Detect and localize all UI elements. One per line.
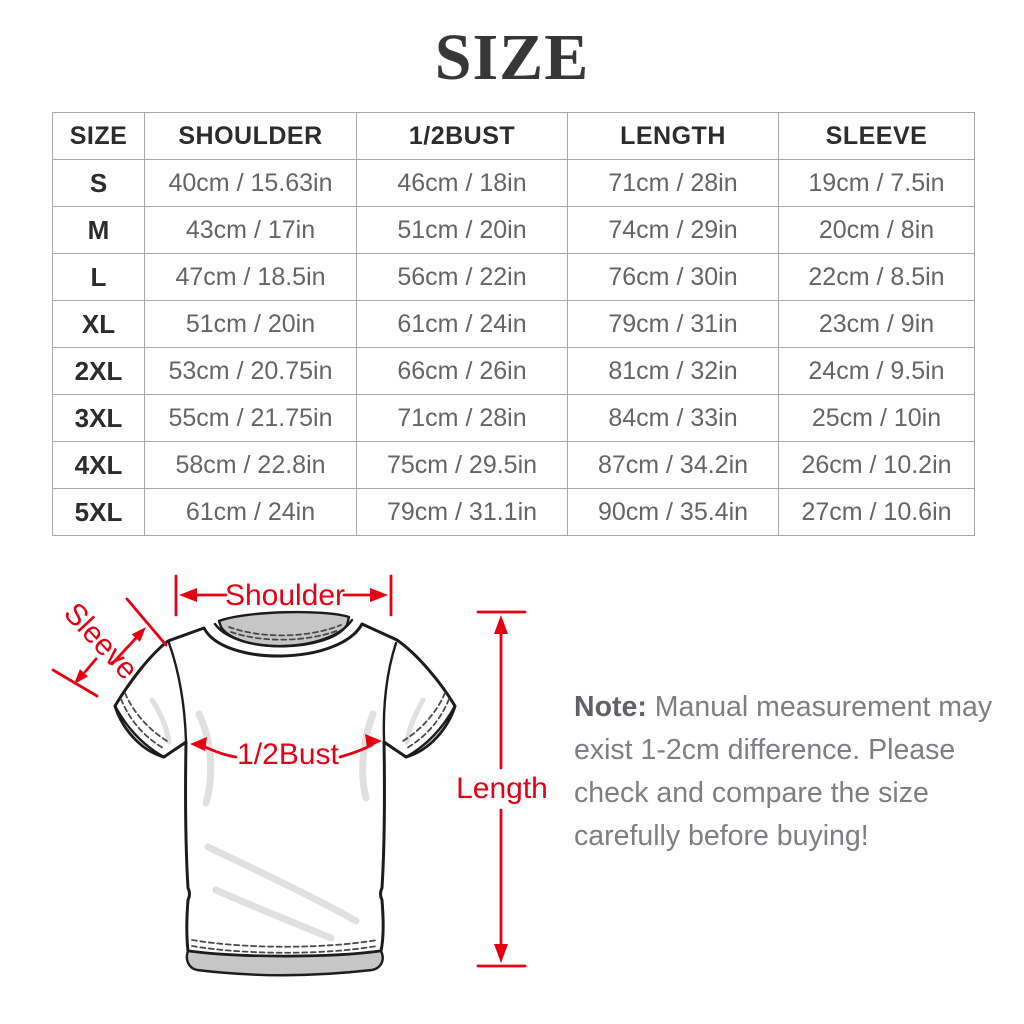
cell-shoulder: 40cm / 15.63in (144, 159, 357, 207)
collar-stitch (228, 624, 342, 637)
cell-length: 87cm / 34.2in (567, 441, 779, 489)
sleeve-arrowhead (74, 669, 89, 684)
cell-sleeve: 24cm / 9.5in (778, 347, 975, 395)
length-arrowhead (494, 615, 508, 634)
cell-sleeve: 19cm / 7.5in (778, 159, 975, 207)
hem-stitch (191, 939, 378, 948)
table-row: 2XL 53cm / 20.75in 66cm / 26in 81cm / 32… (52, 347, 975, 395)
wrinkle (195, 710, 215, 807)
cell-sleeve: 27cm / 10.6in (778, 488, 975, 536)
cuff-stitch (402, 692, 446, 742)
sleeve-dim-label: Sleeve (57, 597, 144, 687)
cell-shoulder: 47cm / 18.5in (144, 253, 357, 301)
wrinkle (204, 843, 360, 925)
hem-stitch (191, 945, 378, 954)
cell-size: 5XL (52, 488, 145, 536)
header-shoulder: SHOULDER (144, 112, 357, 160)
cell-bust: 79cm / 31.1in (356, 488, 568, 536)
wrinkle (359, 710, 377, 802)
cell-sleeve: 20cm / 8in (778, 206, 975, 254)
cell-length: 84cm / 33in (567, 394, 779, 442)
wrinkle (212, 886, 335, 942)
table-row: 4XL 58cm / 22.8in 75cm / 29.5in 87cm / 3… (52, 441, 975, 489)
sleeve-arrowhead (131, 627, 146, 642)
cell-length: 74cm / 29in (567, 206, 779, 254)
header-bust: 1/2BUST (356, 112, 568, 160)
cell-length: 79cm / 31in (567, 300, 779, 348)
cell-sleeve: 25cm / 10in (778, 394, 975, 442)
cell-sleeve: 23cm / 9in (778, 300, 975, 348)
cell-bust: 75cm / 29.5in (356, 441, 568, 489)
cell-bust: 56cm / 22in (356, 253, 568, 301)
cell-shoulder: 55cm / 21.75in (144, 394, 357, 442)
cuff-stitch (120, 698, 164, 749)
cell-shoulder: 61cm / 24in (144, 488, 357, 536)
note-label: Note: (574, 691, 647, 723)
cell-size: L (52, 253, 145, 301)
cell-size: 4XL (52, 441, 145, 489)
tshirt-body-outline (113, 622, 457, 958)
cell-length: 71cm / 28in (567, 159, 779, 207)
table-row: L 47cm / 18.5in 56cm / 22in 76cm / 30in … (52, 253, 975, 301)
collar-stitch (230, 629, 340, 641)
bust-dim-label: 1/2Bust (237, 738, 339, 771)
shoulder-arrowhead (370, 588, 388, 602)
length-arrowhead (494, 944, 508, 963)
header-length: LENGTH (567, 112, 779, 160)
bust-arrowhead (365, 734, 382, 748)
cell-shoulder: 43cm / 17in (144, 206, 357, 254)
size-table: SIZE SHOULDER 1/2BUST LENGTH SLEEVE S 40… (52, 112, 975, 536)
header-sleeve: SLEEVE (778, 112, 975, 160)
cuff-stitch (406, 698, 450, 749)
cell-sleeve: 26cm / 10.2in (778, 441, 975, 489)
cell-size: M (52, 206, 145, 254)
table-row: 3XL 55cm / 21.75in 71cm / 28in 84cm / 33… (52, 394, 975, 442)
sleeve-dim-tick (125, 597, 168, 647)
cell-bust: 66cm / 26in (356, 347, 568, 395)
cell-bust: 46cm / 18in (356, 159, 568, 207)
cell-bust: 61cm / 24in (356, 300, 568, 348)
table-row: XL 51cm / 20in 61cm / 24in 79cm / 31in 2… (52, 300, 975, 348)
shoulder-arrowhead (179, 588, 197, 602)
sleeve-dim-line (110, 635, 139, 666)
cell-length: 90cm / 35.4in (567, 488, 779, 536)
table-row: 5XL 61cm / 24in 79cm / 31.1in 90cm / 35.… (52, 488, 975, 536)
bottom-hem (185, 949, 384, 977)
cell-size: XL (52, 300, 145, 348)
cell-bust: 71cm / 28in (356, 394, 568, 442)
sleeve-dim-line (83, 657, 98, 674)
cell-shoulder: 51cm / 20in (144, 300, 357, 348)
note-body: Manual measurement may exist 1-2cm diffe… (574, 691, 993, 852)
cell-length: 81cm / 32in (567, 347, 779, 395)
left-cuff (113, 704, 166, 759)
cell-size: S (52, 159, 145, 207)
cell-bust: 51cm / 20in (356, 206, 568, 254)
page-title: SIZE (434, 21, 590, 94)
table-row: M 43cm / 17in 51cm / 20in 74cm / 29in 20… (52, 206, 975, 254)
cell-size: 3XL (52, 394, 145, 442)
left-sleeve-seam (167, 641, 188, 743)
table-row: S 40cm / 15.63in 46cm / 18in 71cm / 28in… (52, 159, 975, 207)
length-dim-label: Length (456, 772, 548, 805)
bust-arrowhead (190, 737, 207, 751)
note-text: Note: Manual measurement may exist 1-2cm… (574, 686, 994, 858)
wrinkle (149, 697, 172, 745)
cell-size: 2XL (52, 347, 145, 395)
cell-sleeve: 22cm / 8.5in (778, 253, 975, 301)
table-header-row: SIZE SHOULDER 1/2BUST LENGTH SLEEVE (52, 112, 975, 160)
tshirt-measurement-diagram: Shoulder Sleeve 1/2Bust Length (51, 574, 548, 977)
header-size: SIZE (52, 112, 145, 160)
cell-shoulder: 53cm / 20.75in (144, 347, 357, 395)
shoulder-dim-label: Shoulder (225, 579, 345, 612)
cuff-stitch (124, 692, 168, 742)
right-sleeve-seam (382, 641, 398, 743)
collar-band (213, 618, 354, 648)
right-cuff (404, 704, 457, 759)
cell-shoulder: 58cm / 22.8in (144, 441, 357, 489)
cell-length: 76cm / 30in (567, 253, 779, 301)
